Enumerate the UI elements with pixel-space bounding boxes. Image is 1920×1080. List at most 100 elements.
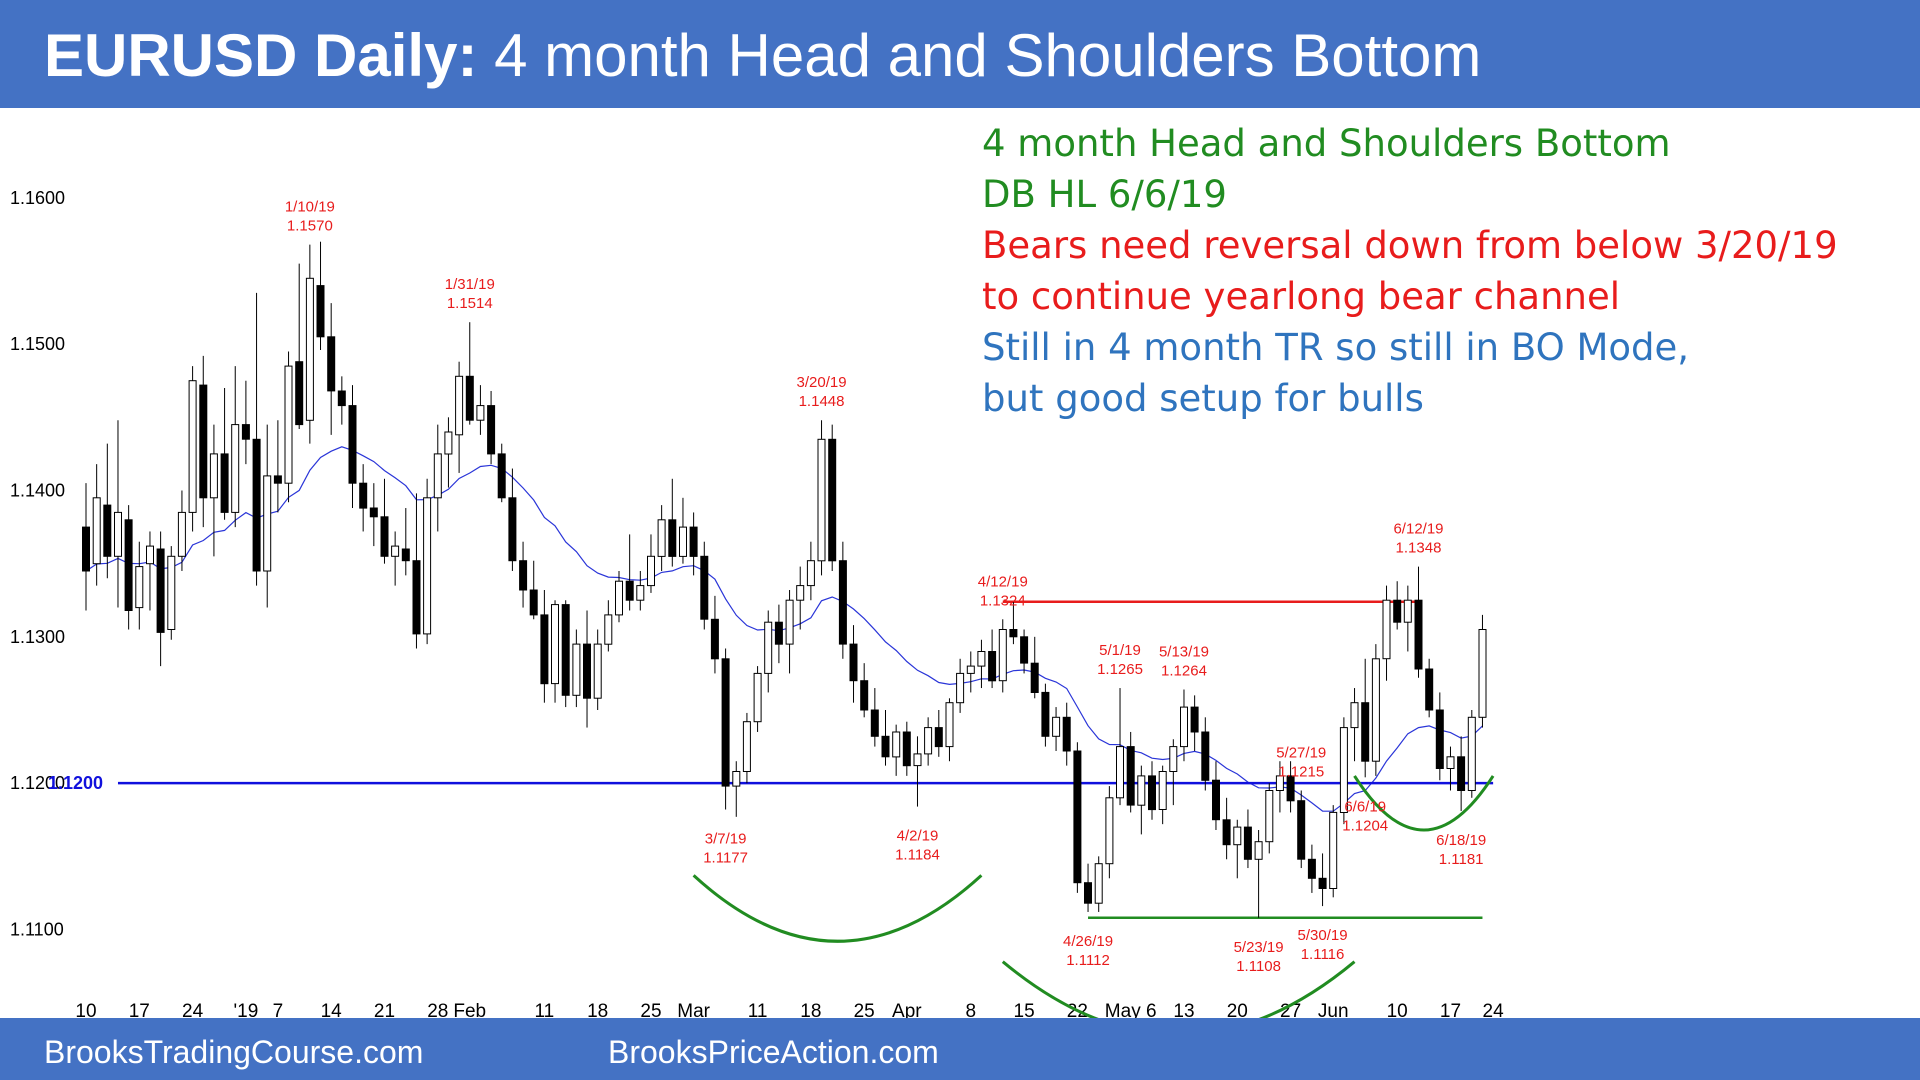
bull-candle	[209, 453, 218, 499]
bear-candle	[1393, 599, 1402, 623]
x-tick-label: Mar	[677, 1001, 710, 1022]
bull-candle	[146, 545, 154, 565]
bear-candle	[156, 548, 165, 633]
annotation-price: 1.1514	[447, 295, 493, 312]
bear-candle	[721, 658, 730, 787]
bear-candle	[583, 643, 591, 699]
bull-candle	[1116, 746, 1124, 799]
annotation-price: 1.1184	[895, 847, 940, 864]
bull-candle	[114, 511, 122, 557]
note-line-6: but good setup for bulls	[982, 377, 1424, 420]
bull-candle	[476, 405, 485, 421]
bull-candle	[924, 727, 933, 755]
bull-candle	[1265, 790, 1274, 843]
bear-candle	[700, 555, 709, 620]
bull-candle	[423, 497, 432, 635]
bull-candle	[1275, 775, 1284, 792]
annotation-date: 4/2/19	[897, 828, 939, 845]
x-tick-label: 13	[1173, 1001, 1194, 1022]
bull-candle	[604, 614, 613, 645]
bear-candle	[1212, 779, 1220, 821]
x-tick-label: May 6	[1105, 1001, 1157, 1022]
note-line-2: DB HL 6/6/19	[982, 173, 1227, 216]
y-tick-label: 1.1200	[10, 773, 65, 793]
y-tick-label: 1.1500	[10, 334, 65, 354]
bull-candle	[231, 424, 240, 513]
bull-candle	[753, 672, 762, 723]
x-tick-label: 7	[273, 1001, 284, 1022]
x-tick-label: 24	[1483, 1001, 1505, 1022]
x-tick-label: 18	[587, 1001, 608, 1022]
bear-candle	[497, 453, 506, 499]
bull-candle	[188, 380, 197, 513]
bear-candle	[327, 336, 336, 392]
bear-candle	[412, 560, 421, 635]
bear-candle	[1084, 882, 1092, 904]
note-line-3: Bears need reversal down from below 3/20…	[982, 224, 1838, 267]
bear-candle	[82, 526, 90, 572]
bear-candle	[252, 438, 261, 572]
arc-right-shoulder	[1353, 775, 1495, 832]
bull-candle	[1467, 716, 1476, 791]
bull-candle	[615, 580, 623, 616]
annotation-price: 1.1116	[1301, 946, 1345, 963]
x-tick-label: 17	[129, 1001, 150, 1022]
bear-candle	[1009, 629, 1018, 638]
bear-candle	[1030, 662, 1039, 694]
y-tick-label: 1.1100	[10, 920, 64, 940]
bear-candle	[359, 482, 368, 509]
note-line-1: 4 month Head and Shoulders Bottom	[982, 122, 1671, 165]
bear-candle	[337, 390, 346, 407]
x-tick-label: Jun	[1318, 1001, 1349, 1022]
bull-candle	[1105, 797, 1114, 865]
x-tick-label: 10	[1387, 1001, 1408, 1022]
bear-candle	[124, 519, 133, 611]
bear-candle	[561, 604, 570, 696]
annotation-price: 1.1324	[980, 592, 1026, 609]
bull-candle	[1052, 716, 1061, 737]
bull-candle	[647, 555, 655, 587]
page-title: EURUSD Daily: 4 month Head and Shoulders…	[44, 16, 1481, 96]
annotation-price: 1.1570	[287, 218, 333, 235]
bear-candle	[487, 405, 496, 455]
bull-candle	[1254, 841, 1263, 860]
support-line-label: 1.1200	[48, 773, 103, 793]
bear-candle	[369, 507, 378, 518]
bull-candle	[177, 511, 186, 557]
annotation-price: 1.1177	[703, 850, 748, 867]
bull-candle	[433, 453, 442, 499]
annotation-date: 6/12/19	[1393, 521, 1443, 538]
bear-candle	[519, 560, 528, 591]
annotation-price: 1.1204	[1342, 817, 1388, 834]
bull-candle	[785, 599, 794, 645]
bull-candle	[998, 629, 1007, 682]
bear-candle	[465, 375, 474, 421]
footer-left-site: BrooksTradingCourse.com	[44, 1034, 424, 1070]
bear-candle	[1307, 858, 1316, 879]
bear-candle	[199, 384, 208, 499]
title-subject: 4 month Head and Shoulders Bottom	[494, 22, 1482, 89]
analysis-notes: 4 month Head and Shoulders Bottom DB HL …	[982, 118, 1838, 424]
bull-candle	[1233, 826, 1242, 846]
bear-candle	[849, 643, 858, 682]
bull-candle	[1478, 629, 1487, 718]
bull-candle	[913, 753, 922, 767]
bear-candle	[881, 735, 890, 758]
bear-candle	[988, 651, 997, 682]
x-tick-label: 14	[321, 1001, 343, 1022]
bull-candle	[1329, 811, 1338, 890]
x-tick-label: '19	[234, 1001, 259, 1022]
note-line-4: to continue yearlong bear channel	[982, 275, 1621, 318]
bear-candle	[508, 497, 517, 562]
bear-candle	[870, 709, 879, 737]
bull-candle	[817, 438, 826, 562]
title-instrument: EURUSD Daily:	[44, 22, 478, 89]
footer-right-site: BrooksPriceAction.com	[608, 1034, 939, 1070]
bear-candle	[689, 526, 698, 557]
bull-candle	[636, 585, 645, 601]
bull-candle	[1403, 599, 1412, 623]
bear-candle	[103, 504, 112, 557]
bull-candle	[444, 431, 453, 455]
bull-candle	[732, 771, 741, 787]
x-tick-label: 27	[1280, 1001, 1301, 1022]
